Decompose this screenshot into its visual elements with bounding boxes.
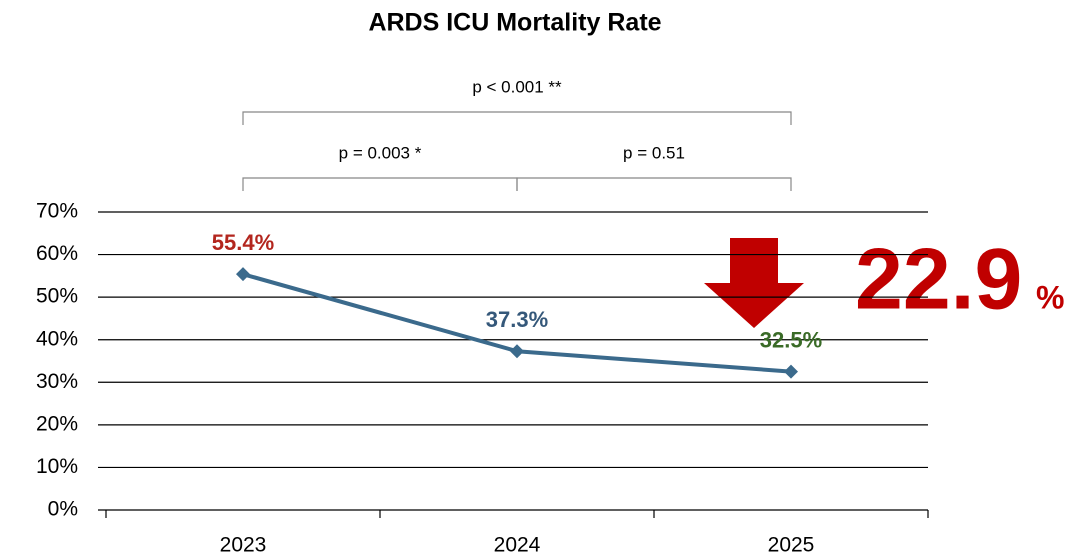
comparison-bracket [242,177,518,191]
reduction-unit: % [1036,279,1064,315]
down-arrow [704,238,804,328]
y-tick-label: 0% [48,498,78,521]
comparison-label: p < 0.001 ** [472,77,562,96]
data-point [510,344,524,359]
x-tick-label: 2023 [220,534,267,557]
y-tick-label: 40% [36,327,78,350]
y-tick-label: 60% [36,242,78,265]
comparison-label: p = 0.003 * [339,143,422,162]
comparison-label: p = 0.51 [623,143,685,162]
data-point [236,267,250,282]
y-tick-label: 20% [36,412,78,435]
value-label: 55.4% [212,230,274,255]
y-tick-label: 30% [36,370,78,393]
comparison-bracket [516,177,792,191]
comparison-bracket [242,111,792,125]
value-label: 32.5% [760,327,822,352]
reduction-number: 22.9 [855,232,1022,328]
x-tick-label: 2025 [768,534,815,557]
data-point [784,364,798,379]
y-tick-label: 10% [36,455,78,478]
value-label: 37.3% [486,307,548,332]
y-tick-label: 70% [36,200,78,223]
y-tick-label: 50% [36,285,78,308]
x-tick-label: 2024 [494,534,541,557]
chart-title: ARDS ICU Mortality Rate [368,9,661,37]
